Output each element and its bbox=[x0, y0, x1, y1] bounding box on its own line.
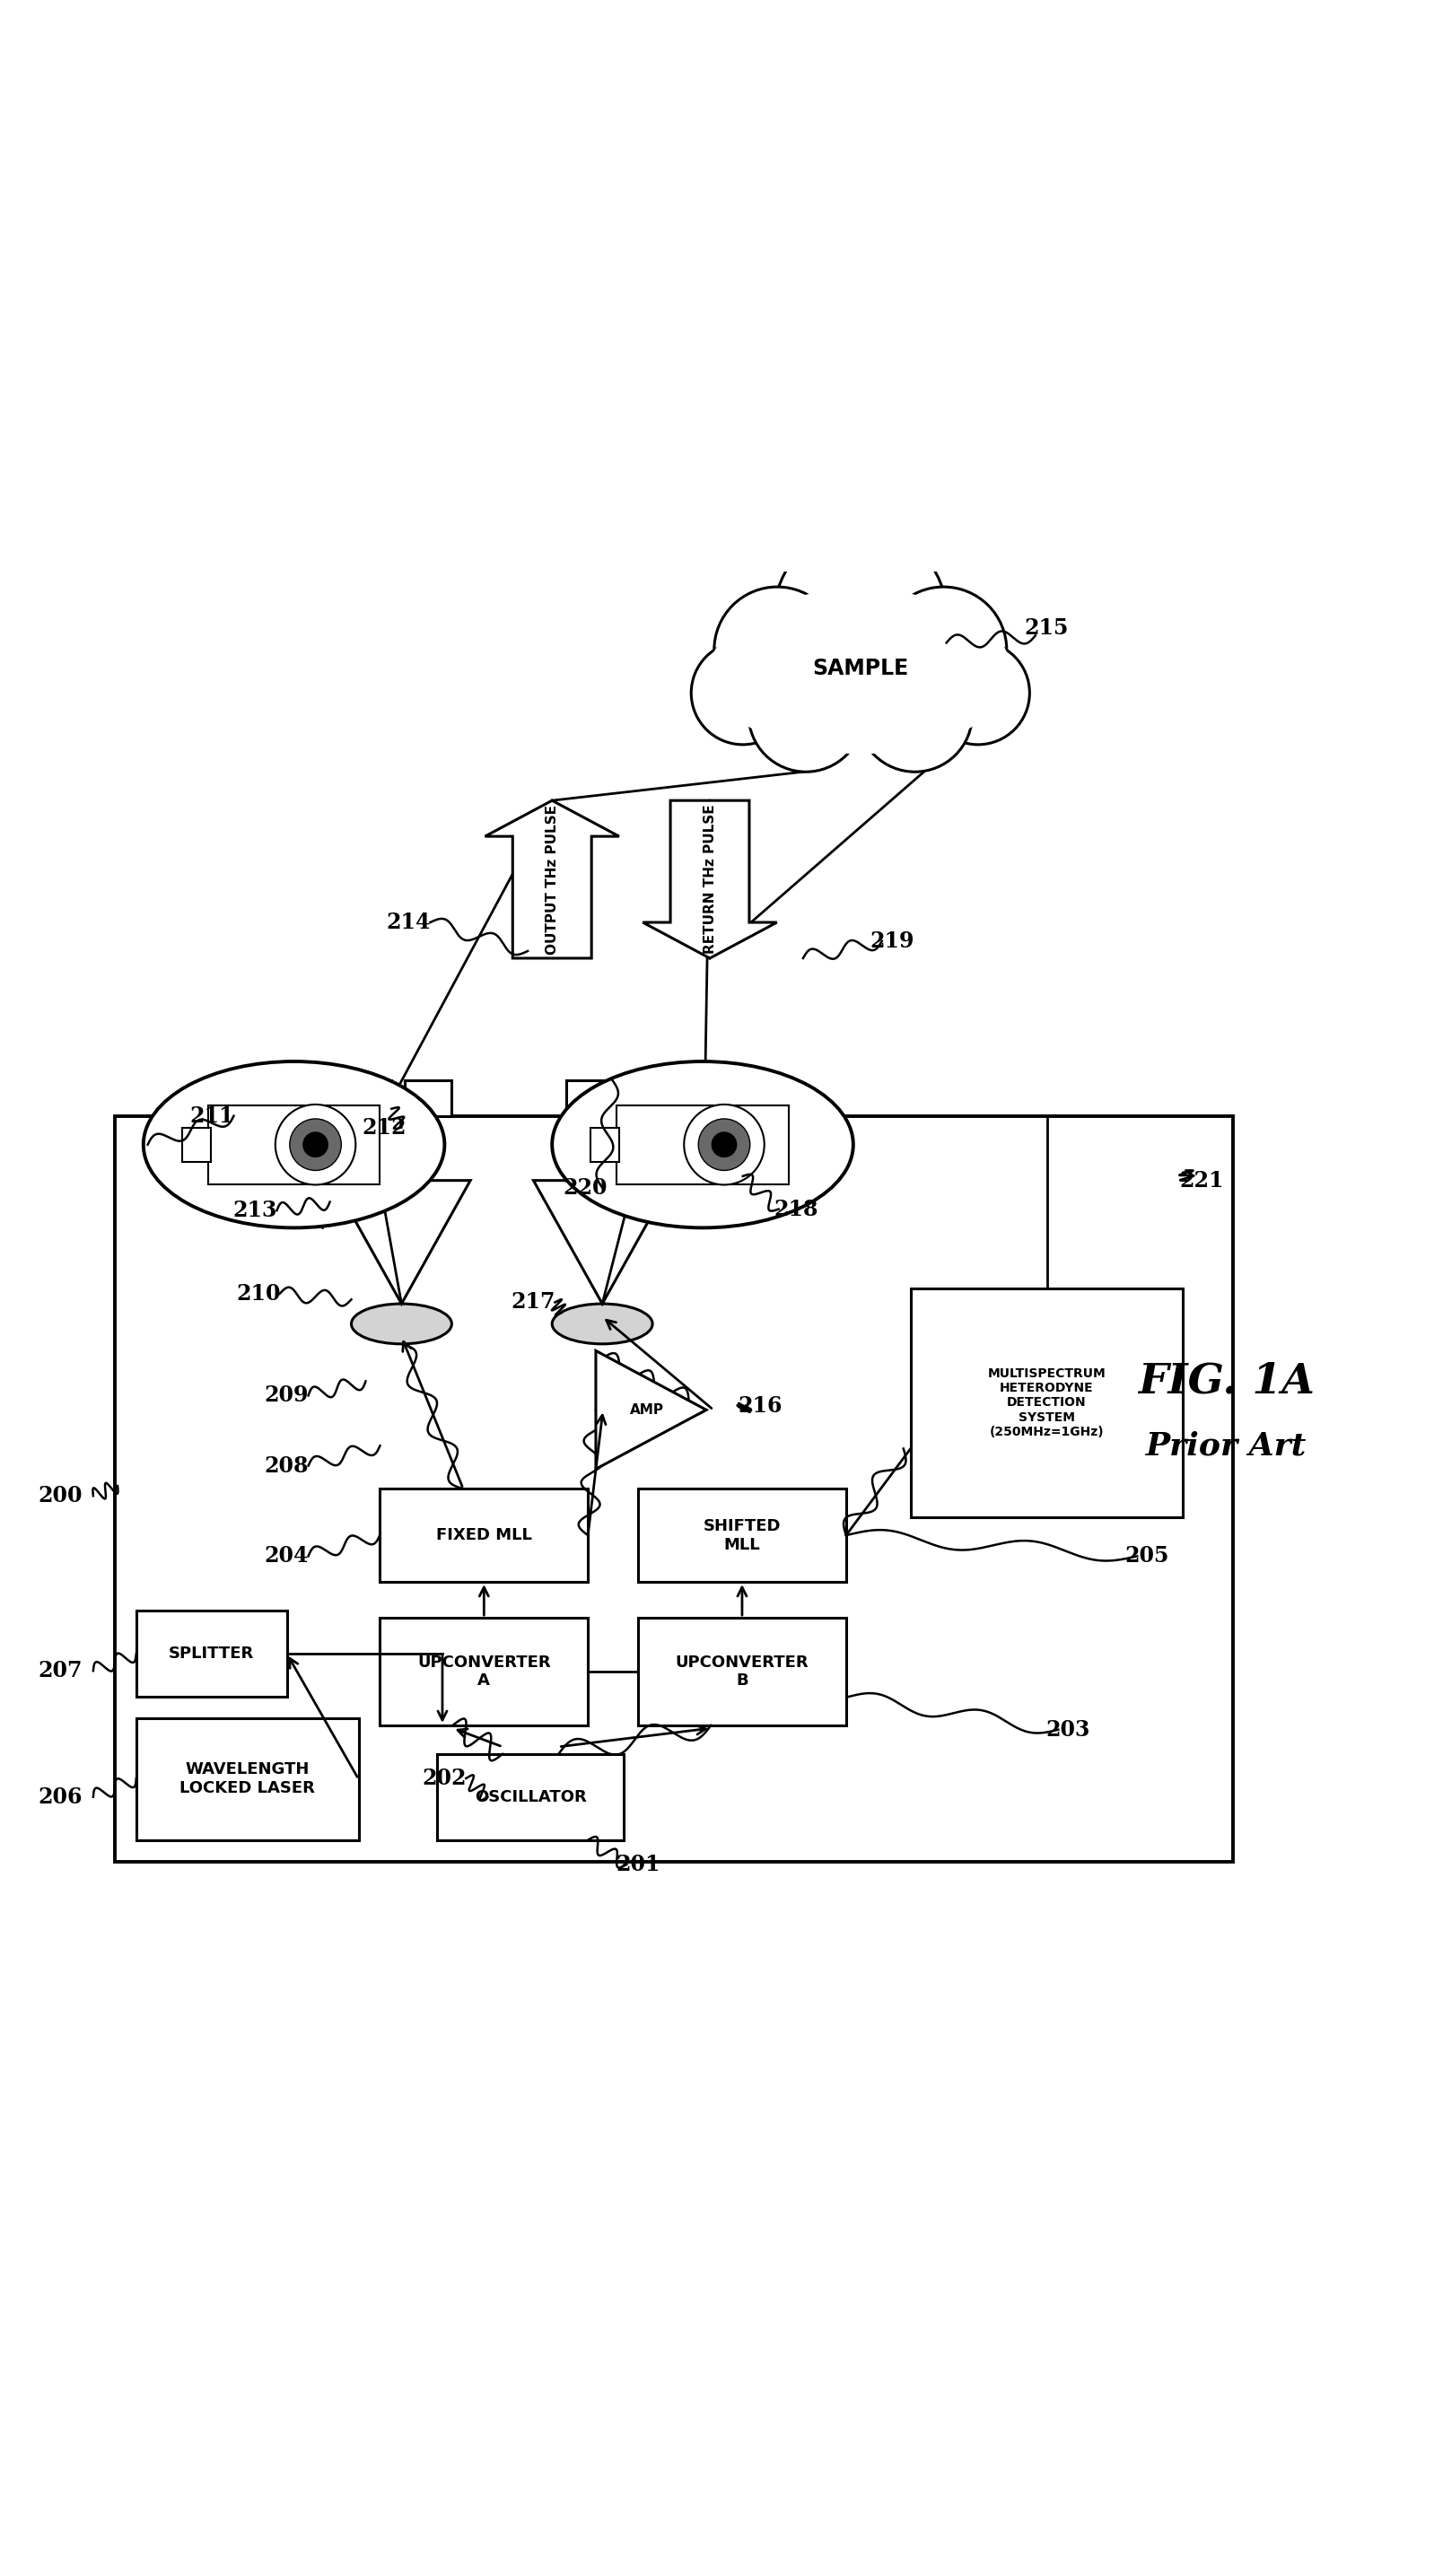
Ellipse shape bbox=[143, 1061, 445, 1229]
Text: SAMPLE: SAMPLE bbox=[812, 657, 909, 680]
Text: 213: 213 bbox=[234, 1200, 277, 1221]
Text: 205: 205 bbox=[1126, 1546, 1169, 1566]
Text: OUTPUT THz PULSE: OUTPUT THz PULSE bbox=[545, 804, 559, 953]
Text: UPCONVERTER
A: UPCONVERTER A bbox=[417, 1654, 551, 1690]
Ellipse shape bbox=[552, 1061, 853, 1229]
FancyBboxPatch shape bbox=[617, 1105, 789, 1185]
Circle shape bbox=[698, 1118, 750, 1170]
Circle shape bbox=[749, 657, 863, 773]
Text: OSCILLATOR: OSCILLATOR bbox=[475, 1788, 587, 1806]
Text: 200: 200 bbox=[39, 1486, 82, 1507]
FancyBboxPatch shape bbox=[380, 1618, 588, 1726]
Circle shape bbox=[774, 528, 946, 701]
Text: 202: 202 bbox=[423, 1767, 466, 1790]
FancyBboxPatch shape bbox=[911, 1288, 1183, 1517]
Circle shape bbox=[858, 657, 972, 773]
Text: 210: 210 bbox=[237, 1283, 280, 1303]
FancyArrow shape bbox=[642, 801, 777, 958]
Text: AMP: AMP bbox=[630, 1404, 664, 1417]
Circle shape bbox=[711, 1131, 737, 1157]
Text: 201: 201 bbox=[617, 1855, 660, 1875]
FancyBboxPatch shape bbox=[591, 1128, 619, 1162]
Circle shape bbox=[275, 1105, 356, 1185]
Ellipse shape bbox=[351, 1303, 452, 1345]
Text: 220: 220 bbox=[564, 1177, 607, 1198]
Circle shape bbox=[303, 1131, 328, 1157]
Text: 215: 215 bbox=[1025, 618, 1068, 639]
Circle shape bbox=[290, 1118, 341, 1170]
Polygon shape bbox=[597, 1350, 707, 1468]
FancyBboxPatch shape bbox=[136, 1718, 358, 1839]
Circle shape bbox=[880, 587, 1007, 714]
Ellipse shape bbox=[552, 1303, 652, 1345]
Text: 211: 211 bbox=[191, 1105, 234, 1126]
Text: UPCONVERTER
B: UPCONVERTER B bbox=[675, 1654, 809, 1690]
Text: 207: 207 bbox=[39, 1659, 82, 1682]
Text: RETURN THz PULSE: RETURN THz PULSE bbox=[703, 804, 717, 953]
Text: WAVELENGTH
LOCKED LASER: WAVELENGTH LOCKED LASER bbox=[179, 1762, 315, 1795]
Text: SHIFTED
MLL: SHIFTED MLL bbox=[703, 1517, 782, 1553]
Circle shape bbox=[714, 587, 840, 714]
Text: 204: 204 bbox=[265, 1546, 308, 1566]
Text: 209: 209 bbox=[265, 1386, 308, 1406]
Text: Prior Art: Prior Art bbox=[1146, 1430, 1306, 1461]
Text: MULTISPECTRUM
HETERODYNE
DETECTION
SYSTEM
(250MHz=1GHz): MULTISPECTRUM HETERODYNE DETECTION SYSTE… bbox=[988, 1368, 1106, 1437]
Text: 218: 218 bbox=[774, 1198, 817, 1221]
Text: 216: 216 bbox=[739, 1394, 782, 1417]
Text: 219: 219 bbox=[870, 930, 913, 951]
FancyBboxPatch shape bbox=[638, 1618, 846, 1726]
Circle shape bbox=[926, 641, 1030, 744]
FancyBboxPatch shape bbox=[344, 1079, 391, 1115]
FancyBboxPatch shape bbox=[182, 1128, 211, 1162]
FancyBboxPatch shape bbox=[115, 1115, 1233, 1862]
Text: 203: 203 bbox=[1047, 1718, 1090, 1741]
Text: 206: 206 bbox=[39, 1785, 82, 1808]
FancyBboxPatch shape bbox=[437, 1754, 624, 1839]
FancyArrow shape bbox=[485, 801, 619, 958]
Circle shape bbox=[691, 641, 794, 744]
FancyBboxPatch shape bbox=[404, 1079, 452, 1115]
FancyBboxPatch shape bbox=[638, 1489, 846, 1582]
Text: 214: 214 bbox=[387, 912, 430, 933]
Text: 217: 217 bbox=[512, 1291, 555, 1314]
Ellipse shape bbox=[710, 590, 1011, 755]
FancyBboxPatch shape bbox=[208, 1105, 380, 1185]
Text: 208: 208 bbox=[265, 1455, 308, 1476]
Circle shape bbox=[684, 1105, 764, 1185]
FancyBboxPatch shape bbox=[136, 1610, 287, 1698]
FancyBboxPatch shape bbox=[566, 1079, 614, 1115]
Text: 221: 221 bbox=[1180, 1170, 1223, 1190]
Text: SPLITTER: SPLITTER bbox=[169, 1646, 254, 1662]
FancyBboxPatch shape bbox=[627, 1079, 674, 1115]
FancyBboxPatch shape bbox=[380, 1489, 588, 1582]
Text: FIXED MLL: FIXED MLL bbox=[436, 1528, 532, 1543]
Text: FIG. 1A: FIG. 1A bbox=[1137, 1360, 1315, 1401]
Text: 212: 212 bbox=[363, 1115, 406, 1139]
